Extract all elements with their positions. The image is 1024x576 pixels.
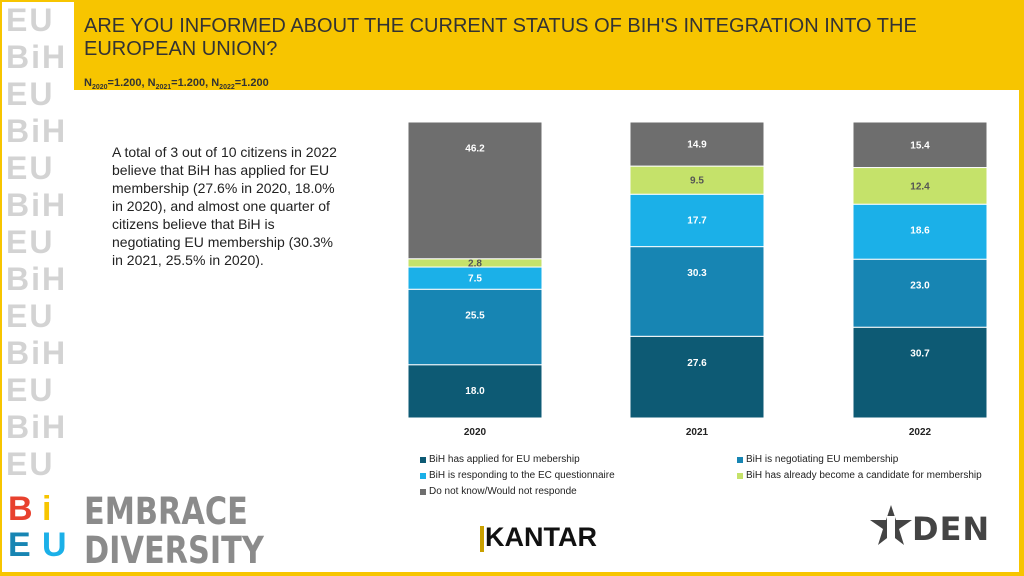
category-label: 2022 <box>909 427 932 438</box>
bar-segment <box>407 288 543 366</box>
bar-segment <box>852 121 988 169</box>
sample-size-value: =1.200 <box>234 77 269 89</box>
sample-size-value: =1.200, <box>171 77 212 89</box>
data-label: 23.0 <box>910 281 930 292</box>
data-label: 14.9 <box>687 140 707 151</box>
strip-glyph: BiH <box>6 335 68 371</box>
sample-size-year: 2020 <box>91 84 108 92</box>
sample-size-part: N <box>211 77 220 89</box>
bar-segment <box>852 203 988 260</box>
bar-segment <box>407 364 543 419</box>
strip-glyph: BiH <box>6 261 68 297</box>
iden-wordmark: DEN <box>912 510 991 548</box>
sample-size-year: 2021 <box>155 84 172 92</box>
sample-size-note: N2020=1.200, N2021=1.200, N2022=1.200 <box>84 77 269 91</box>
strip-glyph: EU <box>6 372 55 408</box>
header-band: ARE YOU INFORMED ABOUT THE CURRENT STATU… <box>74 2 1019 91</box>
page-title: ARE YOU INFORMED ABOUT THE CURRENT STATU… <box>84 15 917 60</box>
legend-label: BiH is responding to the EC questionnair… <box>429 470 615 481</box>
kantar-accent-bar <box>480 525 484 552</box>
data-label: 17.7 <box>687 216 707 227</box>
sample-size-part: N <box>84 77 92 89</box>
kantar-wordmark: KANTAR <box>485 522 597 552</box>
legend-swatch <box>420 488 426 495</box>
bieu-letter: U <box>42 526 67 564</box>
data-label: 9.5 <box>690 176 704 187</box>
bar-segment <box>407 121 543 260</box>
strip-glyph: EU <box>6 224 55 260</box>
strip-glyph: BiH <box>6 409 68 445</box>
summary-text: A total of 3 out of 10 citizens in 2022 … <box>112 144 337 268</box>
data-label: 25.5 <box>465 311 485 322</box>
diversity-line: DIVERSITY <box>84 529 264 572</box>
data-label: 30.3 <box>687 268 707 279</box>
legend-item: BiH is responding to the EC questionnair… <box>420 470 615 481</box>
category-label: 2021 <box>686 427 709 438</box>
bar-segment <box>629 335 765 419</box>
data-label: 2.8 <box>468 258 482 269</box>
legend-swatch <box>420 456 426 463</box>
sample-size-value: =1.200, <box>107 77 148 89</box>
legend-label: BiH has already become a candidate for m… <box>746 470 982 481</box>
bar-segment <box>629 246 765 337</box>
bar-segment <box>852 258 988 328</box>
legend-item: BiH is negotiating EU membership <box>737 454 898 465</box>
category-label: 2020 <box>464 427 487 438</box>
bar-segment <box>852 167 988 205</box>
data-label: 46.2 <box>465 144 485 155</box>
sample-size-part: N <box>147 77 156 89</box>
strip-glyph: BiH <box>6 113 68 149</box>
decorative-pattern-strip: EU BiH EU BiH EU BiH EU BiH EU BiH EU BiH EU <box>2 2 74 492</box>
data-label: 18.6 <box>910 226 930 237</box>
bar-segment <box>852 326 988 419</box>
stacked-bar-chart: 18.0 25.5 7.5 2.8 46.2 2020 27.6 30.3 17.7 9.5 14.… <box>407 121 988 438</box>
strip-glyph: EU <box>6 2 55 38</box>
embrace-line: EMBRACE <box>84 490 248 533</box>
bar-segment <box>629 193 765 248</box>
bieu-letter: E <box>8 526 31 564</box>
embrace-diversity-wordmark: EMBRACE DIVERSITY <box>84 492 264 570</box>
strip-glyph: EU <box>6 446 55 482</box>
legend-item: BiH has applied for EU mebership <box>420 454 580 465</box>
data-label: 27.6 <box>687 358 707 369</box>
data-label: 12.4 <box>910 181 930 192</box>
iden-logo: DEN <box>868 502 998 552</box>
bieu-letter: i <box>42 490 52 528</box>
bieu-letter: B <box>8 490 33 528</box>
legend-label: BiH has applied for EU mebership <box>429 454 580 465</box>
kantar-logo: KANTAR <box>480 522 597 553</box>
data-label: 18.0 <box>465 386 485 397</box>
strip-glyph: BiH <box>6 39 68 75</box>
strip-glyph: BiH <box>6 187 68 223</box>
strip-glyph: EU <box>6 76 55 112</box>
legend-swatch <box>737 456 743 463</box>
legend-label: BiH is negotiating EU membership <box>746 454 899 465</box>
data-label: 7.5 <box>468 274 482 285</box>
legend-swatch <box>420 472 426 479</box>
legend-item: Do not know/Would not responde <box>420 486 577 497</box>
legend-item: BiH has already become a candidate for m… <box>737 470 982 481</box>
strip-glyph: EU <box>6 150 55 186</box>
iden-star-icon <box>870 505 912 545</box>
strip-glyph: EU <box>6 298 55 334</box>
data-label: 15.4 <box>910 140 930 151</box>
legend-swatch <box>737 472 743 479</box>
legend-label: Do not know/Would not responde <box>429 486 577 497</box>
data-label: 30.7 <box>910 349 930 360</box>
sample-size-year: 2022 <box>219 84 235 92</box>
bar-segment <box>629 121 765 167</box>
